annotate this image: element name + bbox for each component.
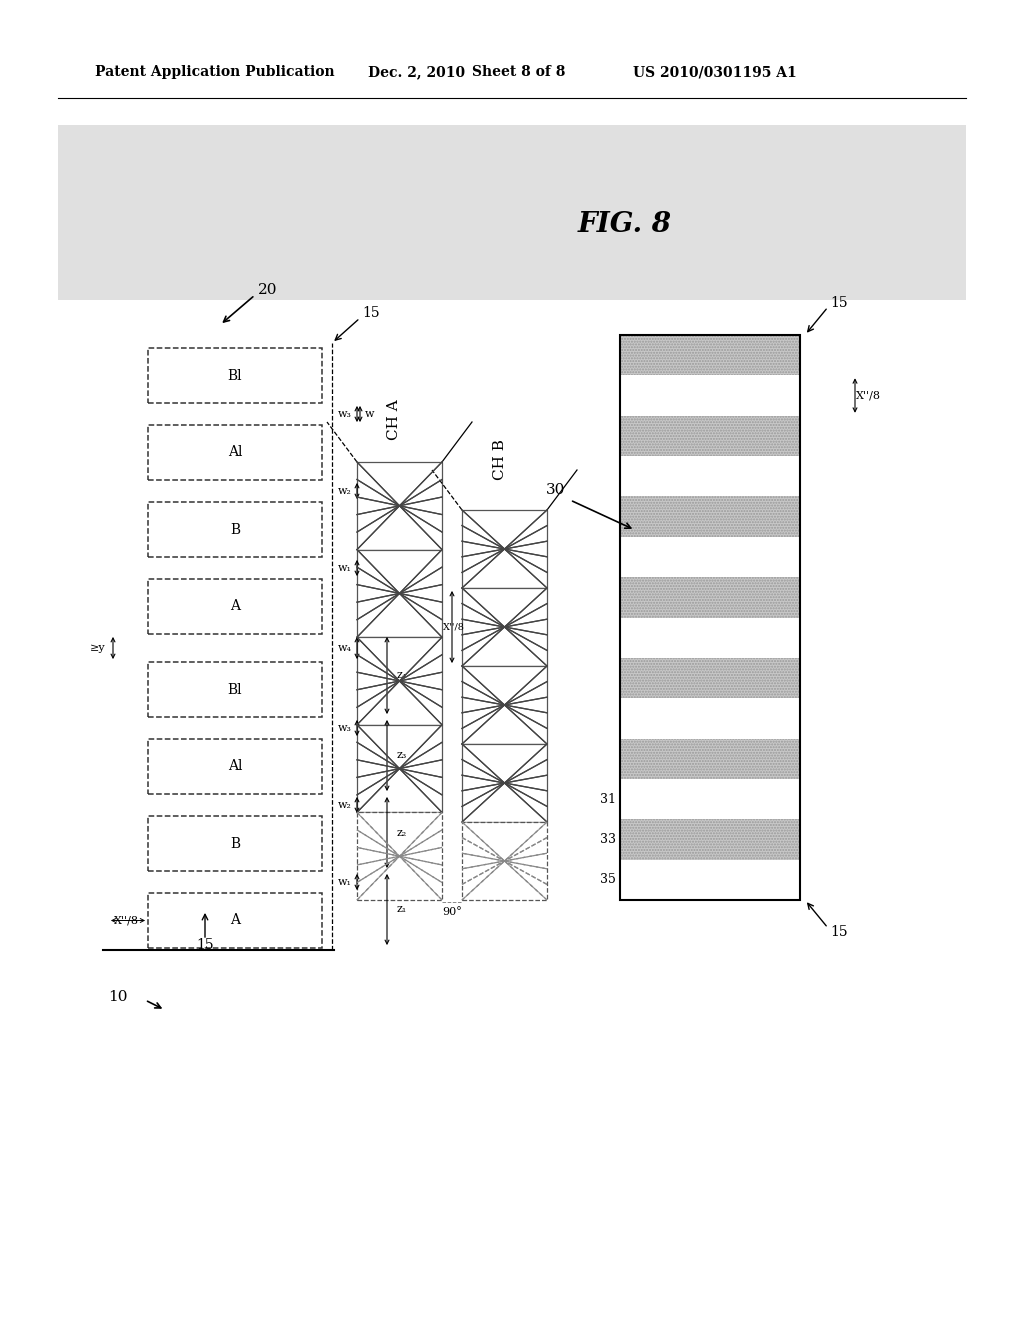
Bar [462,587,547,667]
Text: 10: 10 [109,990,128,1005]
Text: 15: 15 [830,925,848,939]
Bar [620,416,800,457]
Bar [357,549,442,638]
Bar [620,335,800,375]
Bar [620,618,800,657]
Bar [620,859,800,900]
Text: 31: 31 [600,792,616,805]
Text: w₂: w₂ [338,486,352,496]
Text: ≥y: ≥y [90,643,105,653]
Bar [357,812,442,900]
Text: CH B: CH B [493,440,507,480]
Bar [357,638,442,725]
Text: X''/8: X''/8 [855,391,881,400]
Text: z₃: z₃ [397,751,408,760]
Text: 30: 30 [546,483,565,498]
Text: Al: Al [227,759,243,774]
Bar [620,739,800,779]
Text: 15: 15 [830,296,848,310]
Text: 33: 33 [600,833,616,846]
Bar [148,348,322,403]
Bar [620,335,800,900]
Text: X''/8: X''/8 [114,916,138,925]
Bar [620,657,800,698]
Text: 20: 20 [258,282,278,297]
Bar [620,335,800,375]
Text: w₁: w₁ [338,876,352,887]
Text: 15: 15 [197,939,214,952]
Text: Patent Application Publication: Patent Application Publication [95,65,335,79]
Text: Bl: Bl [227,368,243,383]
Bar [620,739,800,779]
Bar [620,577,800,618]
Bar [620,457,800,496]
Text: A: A [230,913,240,928]
Bar [357,725,442,812]
Text: w₄: w₄ [338,643,352,653]
Text: X''/8: X''/8 [443,623,465,631]
Text: z₄: z₄ [397,671,408,681]
Text: 15: 15 [362,306,380,319]
Text: 35: 35 [600,874,616,886]
Bar [462,667,547,744]
Bar [620,577,800,618]
Bar [148,894,322,948]
Text: Dec. 2, 2010: Dec. 2, 2010 [368,65,465,79]
Bar [620,537,800,577]
Text: FIG. 8: FIG. 8 [578,211,672,239]
Text: Bl: Bl [227,682,243,697]
Bar [620,820,800,859]
Bar [620,779,800,820]
Bar [148,425,322,480]
Text: w₁: w₁ [338,564,352,573]
Text: w₃: w₃ [338,723,352,733]
Text: w₃: w₃ [338,409,352,418]
Text: w₂: w₂ [338,800,352,810]
Text: A: A [230,599,240,614]
Bar [620,375,800,416]
Bar [58,125,966,300]
Text: z₂: z₂ [397,828,408,837]
Bar [620,698,800,739]
Text: z₁: z₁ [397,904,408,915]
Bar [462,510,547,587]
Text: 90°: 90° [442,907,462,917]
Bar [148,739,322,795]
Text: w: w [366,409,375,418]
Text: CH A: CH A [387,400,401,441]
Bar [462,744,547,822]
Bar [620,496,800,537]
Bar [620,496,800,537]
Text: Al: Al [227,446,243,459]
Text: B: B [230,523,240,536]
Bar [148,816,322,871]
Bar [148,502,322,557]
Text: B: B [230,837,240,850]
Text: Sheet 8 of 8: Sheet 8 of 8 [472,65,565,79]
Bar [620,416,800,457]
Bar [148,579,322,634]
Bar [462,822,547,900]
Bar [620,820,800,859]
Bar [620,657,800,698]
Text: US 2010/0301195 A1: US 2010/0301195 A1 [633,65,797,79]
Bar [357,462,442,549]
Bar [148,663,322,717]
